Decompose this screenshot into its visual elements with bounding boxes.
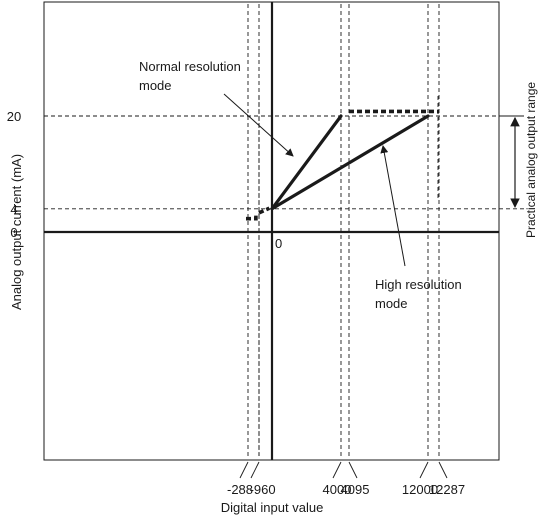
x-tick-4095: 4095 bbox=[341, 482, 370, 497]
label-high-line2: mode bbox=[375, 296, 408, 311]
origin-label: 0 bbox=[275, 236, 282, 251]
x-tick-12000: 12000 bbox=[402, 482, 438, 497]
label-normal-line1: Normal resolution bbox=[139, 59, 241, 74]
x-tick-4000: 4000 bbox=[323, 482, 352, 497]
x-axis-title: Digital input value bbox=[221, 500, 324, 515]
label-normal-line2: mode bbox=[139, 78, 172, 93]
series-group bbox=[246, 109, 439, 221]
tick-leader-4 bbox=[419, 461, 429, 479]
y-tick-4: 4 bbox=[10, 202, 17, 217]
series-line-0 bbox=[270, 114, 343, 211]
tick-leader-2 bbox=[332, 461, 342, 479]
label-high-line1: High resolution bbox=[375, 277, 462, 292]
tick-leader-1 bbox=[250, 461, 260, 479]
leader-normal bbox=[223, 93, 294, 157]
dashed-segment-1 bbox=[258, 206, 271, 215]
tick-leader-5 bbox=[438, 461, 448, 479]
guide-lines bbox=[44, 4, 524, 456]
x-tick-0: 0 bbox=[268, 482, 275, 497]
y-tick-0: 0 bbox=[10, 225, 17, 240]
leaders bbox=[223, 93, 520, 479]
y-tick-20: 20 bbox=[7, 109, 21, 124]
leader-high bbox=[380, 145, 406, 267]
y-axis-title: Analog output current (mA) bbox=[9, 154, 24, 310]
tick-leader-0 bbox=[239, 461, 249, 479]
x-tick--288: -288 bbox=[227, 482, 253, 497]
series-line-1 bbox=[270, 114, 430, 211]
x-tick--96: -96 bbox=[250, 482, 269, 497]
x-tick-12287: 12287 bbox=[429, 482, 465, 497]
tick-leader-3 bbox=[348, 461, 358, 479]
dashed-segment-0 bbox=[246, 213, 259, 221]
practical-range-label: Practical analog output range bbox=[524, 82, 538, 238]
axes bbox=[44, 2, 499, 460]
